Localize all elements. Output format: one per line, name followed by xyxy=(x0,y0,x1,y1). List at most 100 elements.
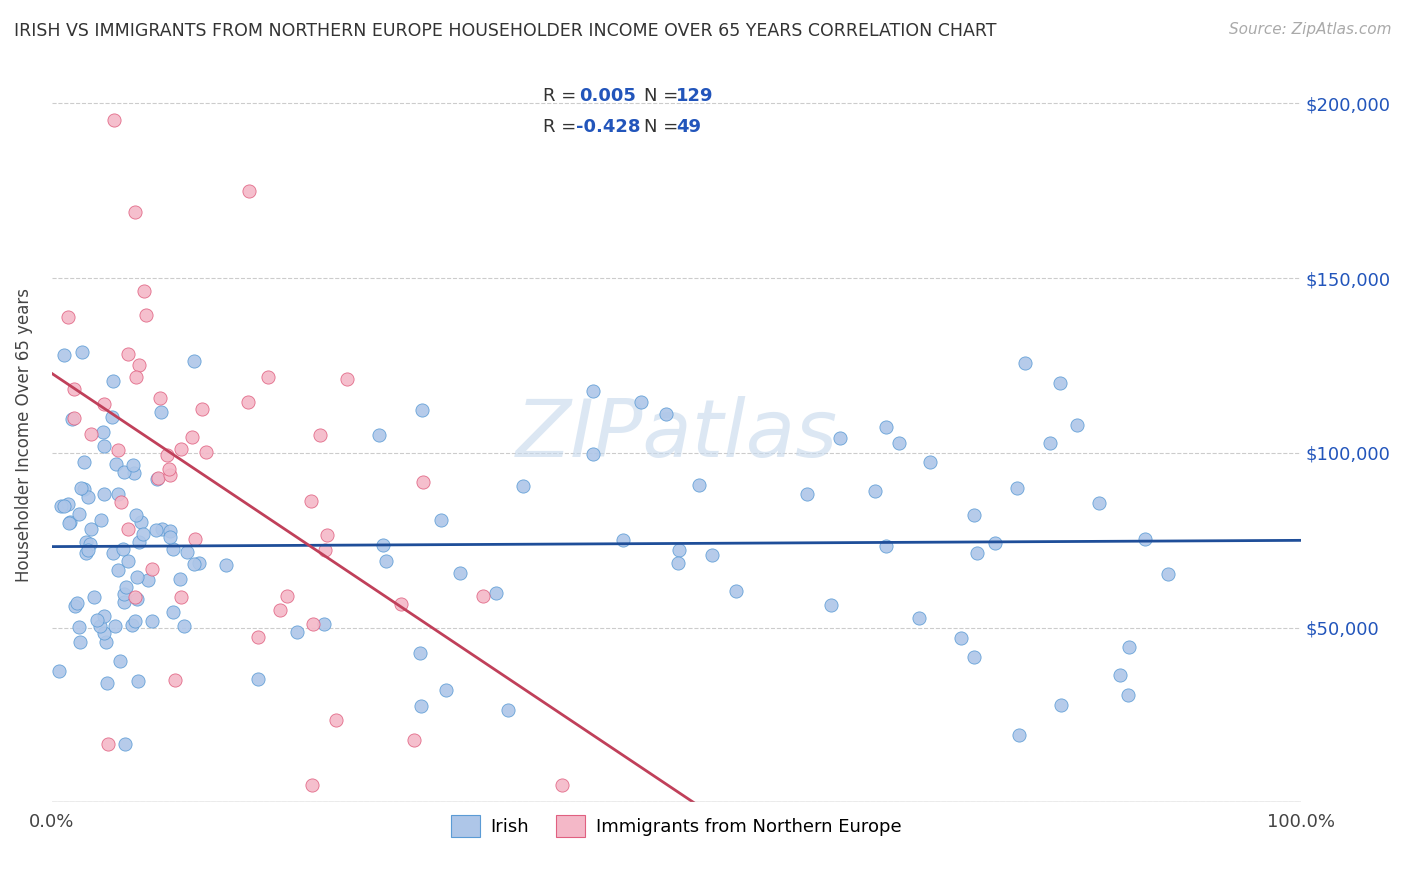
Text: -0.428: -0.428 xyxy=(576,119,641,136)
Point xyxy=(863,484,886,499)
Point xyxy=(314,543,336,558)
Point xyxy=(194,445,217,459)
Point xyxy=(429,513,451,527)
Point xyxy=(104,619,127,633)
Point xyxy=(117,554,139,568)
Point xyxy=(156,448,179,462)
Point xyxy=(112,541,135,556)
Text: 129: 129 xyxy=(676,87,714,104)
Point xyxy=(183,354,205,368)
Point xyxy=(1014,356,1036,370)
Point xyxy=(215,558,238,573)
Point xyxy=(97,737,120,751)
Point xyxy=(962,650,984,665)
Point xyxy=(918,455,941,469)
Point xyxy=(125,570,148,584)
Point xyxy=(1108,668,1130,682)
Point xyxy=(1066,418,1088,433)
Point xyxy=(162,542,184,557)
Point xyxy=(58,516,80,530)
Point xyxy=(80,427,103,442)
Point xyxy=(309,428,332,442)
Point xyxy=(62,411,84,425)
Point xyxy=(796,486,818,500)
Point xyxy=(688,478,710,492)
Point xyxy=(187,556,209,570)
Point xyxy=(103,112,125,127)
Point xyxy=(820,598,842,612)
Point xyxy=(73,455,96,469)
Y-axis label: Householder Income Over 65 years: Householder Income Over 65 years xyxy=(15,288,32,582)
Point xyxy=(149,391,172,405)
Point xyxy=(336,371,359,385)
Point xyxy=(104,457,127,471)
Point xyxy=(176,545,198,559)
Point xyxy=(485,586,508,600)
Point xyxy=(150,522,173,536)
Point xyxy=(966,546,988,560)
Point xyxy=(121,618,143,632)
Point xyxy=(77,490,100,504)
Point xyxy=(374,554,396,568)
Point xyxy=(1133,532,1156,546)
Point xyxy=(67,620,90,634)
Point xyxy=(402,733,425,747)
Point xyxy=(79,537,101,551)
Text: ZIPatlas: ZIPatlas xyxy=(516,396,838,475)
Text: N =: N = xyxy=(644,87,683,104)
Point xyxy=(875,539,897,553)
Point xyxy=(551,778,574,792)
Point xyxy=(93,439,115,453)
Point xyxy=(134,284,156,298)
Point xyxy=(276,589,298,603)
Point xyxy=(67,507,90,521)
Point xyxy=(159,467,181,482)
Text: 0.005: 0.005 xyxy=(579,87,636,104)
Point xyxy=(983,536,1005,550)
Point xyxy=(887,436,910,450)
Point xyxy=(124,205,146,219)
Point xyxy=(96,675,118,690)
Point xyxy=(65,599,87,613)
Point xyxy=(52,349,75,363)
Point xyxy=(62,412,84,426)
Point xyxy=(128,535,150,549)
Point xyxy=(183,532,205,546)
Point xyxy=(169,442,191,457)
Point xyxy=(582,447,605,461)
Point xyxy=(170,590,193,604)
Point xyxy=(963,508,986,522)
Point xyxy=(63,382,86,396)
Point xyxy=(285,625,308,640)
Point xyxy=(93,487,115,501)
Point xyxy=(107,442,129,457)
Point xyxy=(80,522,103,536)
Point xyxy=(312,617,335,632)
Point xyxy=(409,646,432,660)
Point xyxy=(828,431,851,445)
Point xyxy=(325,713,347,727)
Point xyxy=(86,613,108,627)
Point xyxy=(655,407,678,421)
Point xyxy=(129,515,152,529)
Text: 49: 49 xyxy=(676,119,702,136)
Point xyxy=(125,508,148,522)
Text: Source: ZipAtlas.com: Source: ZipAtlas.com xyxy=(1229,22,1392,37)
Point xyxy=(141,562,163,576)
Point xyxy=(612,533,634,547)
Point xyxy=(472,589,495,603)
Point xyxy=(90,513,112,527)
Point xyxy=(91,425,114,440)
Point xyxy=(299,494,322,508)
Point xyxy=(1008,728,1031,742)
Point xyxy=(58,497,80,511)
Point xyxy=(136,573,159,587)
Point xyxy=(159,530,181,544)
Point xyxy=(183,558,205,572)
Point xyxy=(75,535,97,549)
Point xyxy=(122,466,145,480)
Point xyxy=(122,458,145,472)
Point xyxy=(117,347,139,361)
Point xyxy=(112,587,135,601)
Point xyxy=(1005,481,1028,495)
